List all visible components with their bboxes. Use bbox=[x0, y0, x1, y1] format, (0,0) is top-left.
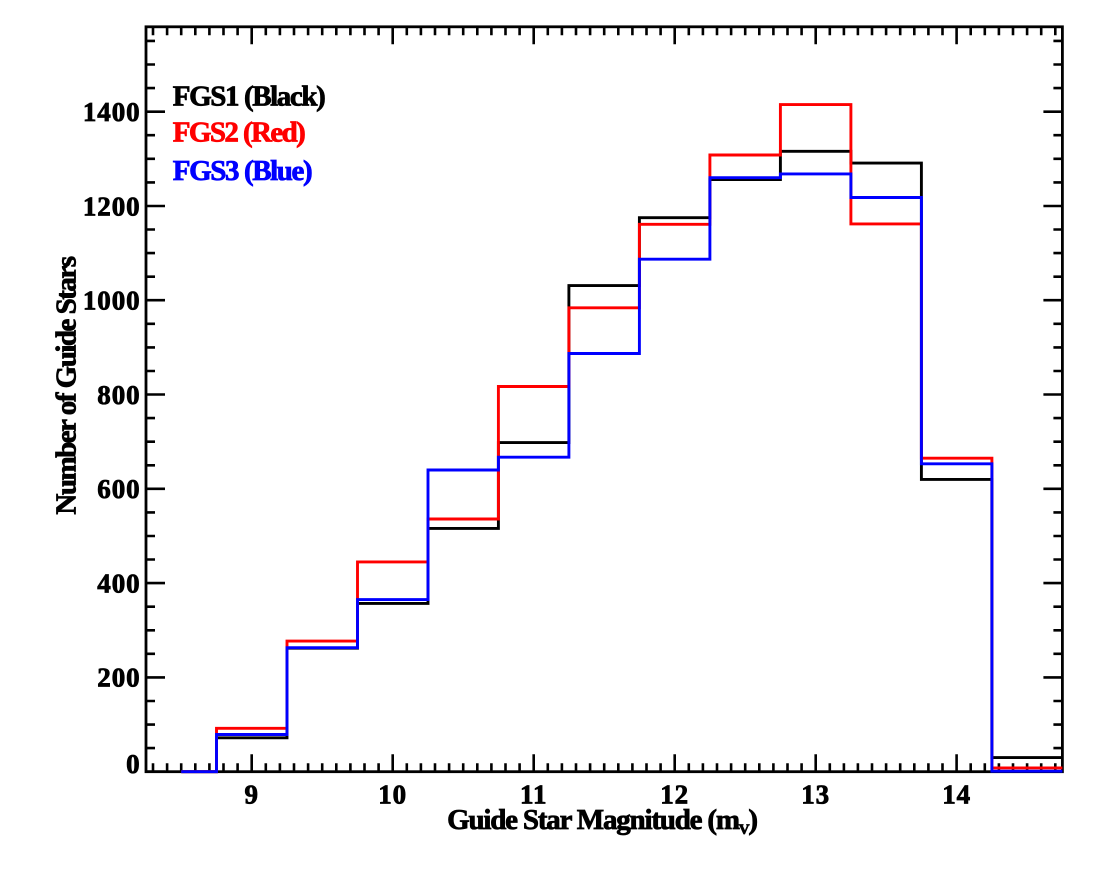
svg-text:400: 400 bbox=[97, 568, 140, 598]
svg-text:600: 600 bbox=[97, 474, 140, 504]
svg-text:FGS3 (Blue): FGS3 (Blue) bbox=[173, 155, 312, 187]
svg-text:1400: 1400 bbox=[83, 97, 141, 127]
svg-text:1200: 1200 bbox=[83, 191, 141, 221]
svg-text:10: 10 bbox=[378, 780, 407, 810]
svg-text:0: 0 bbox=[126, 749, 140, 779]
svg-text:9: 9 bbox=[244, 780, 258, 810]
svg-text:200: 200 bbox=[97, 663, 140, 693]
svg-text:FGS2 (Red): FGS2 (Red) bbox=[173, 117, 305, 149]
svg-text:800: 800 bbox=[97, 380, 140, 410]
svg-text:14: 14 bbox=[942, 780, 971, 810]
svg-text:Guide Star Magnitude (mV): Guide Star Magnitude (mV) bbox=[447, 804, 757, 838]
svg-text:Number of Guide Stars: Number of Guide Stars bbox=[51, 256, 83, 514]
svg-text:FGS1 (Black): FGS1 (Black) bbox=[173, 80, 325, 112]
svg-text:13: 13 bbox=[801, 780, 830, 810]
svg-text:12: 12 bbox=[660, 780, 689, 810]
svg-text:11: 11 bbox=[520, 780, 547, 810]
svg-text:1000: 1000 bbox=[83, 286, 141, 316]
